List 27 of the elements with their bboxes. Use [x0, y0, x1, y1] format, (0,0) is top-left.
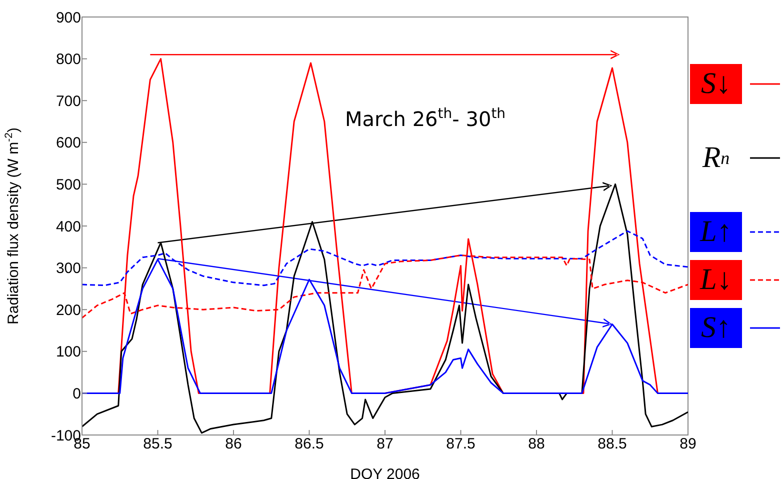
y-tick-label: 500 [56, 176, 81, 194]
x-tick-label: 87 [376, 436, 394, 453]
x-tick-label: 86.5 [294, 436, 324, 453]
y-tick-label: 300 [56, 260, 81, 278]
y-tick-label: 800 [56, 51, 81, 68]
y-tick-label: 400 [56, 218, 81, 236]
y-tick-label: 900 [56, 9, 81, 26]
x-tick-label: 87.5 [446, 436, 476, 453]
x-tick-label: 86 [225, 436, 242, 453]
x-tick-label: 88.5 [598, 436, 627, 453]
line-series [82, 258, 688, 394]
legend-label: S↑ [690, 308, 742, 348]
y-tick-label: 700 [56, 92, 81, 110]
legend-label: L↓ [690, 260, 742, 300]
legend-label: L↑ [690, 212, 742, 252]
legend-label: S↓ [690, 64, 742, 104]
y-tick-label: 100 [56, 344, 81, 361]
y-tick-label: 200 [56, 302, 81, 319]
y-tick-label: 600 [56, 134, 81, 152]
line-series [82, 183, 688, 434]
x-tick-label: 85.5 [143, 436, 172, 453]
x-axis-title: DOY 2006 [350, 466, 420, 479]
annotation: March 26$^{th}$- 30$^{th}$ [345, 106, 506, 131]
x-tick-label: 88 [528, 436, 545, 453]
y-tick-label: 0 [72, 386, 81, 403]
line-series [82, 230, 688, 286]
x-tick-label: 89 [680, 436, 696, 453]
